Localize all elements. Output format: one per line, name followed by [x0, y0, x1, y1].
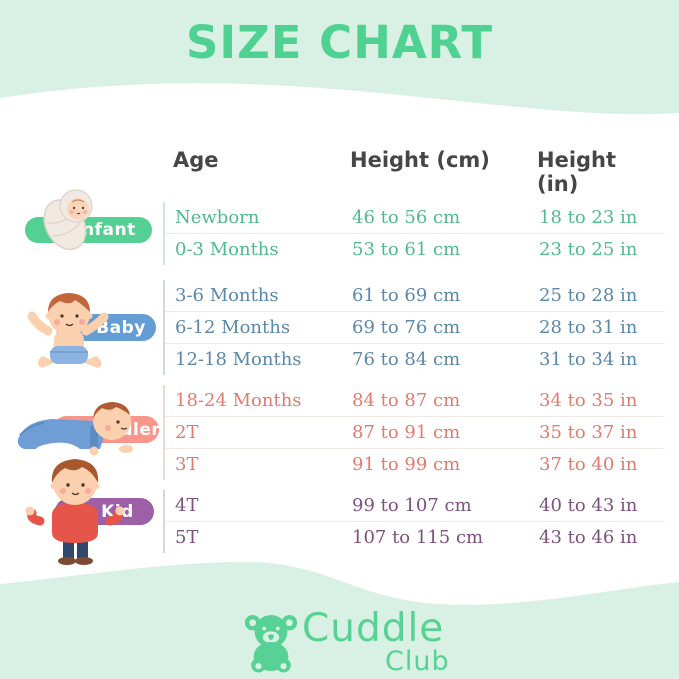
- age-cell: 4T: [175, 495, 199, 516]
- age-cell: Newborn: [175, 207, 260, 228]
- table-row: 0-3 Months 53 to 61 cm 23 to 25 in: [165, 233, 665, 265]
- height-cm-cell: 76 to 84 cm: [352, 349, 461, 370]
- pill-label: Baby: [96, 317, 146, 338]
- age-cell: 0-3 Months: [175, 239, 279, 260]
- table-row: 3-6 Months 61 to 69 cm 25 to 28 in: [165, 280, 665, 311]
- height-cm-cell: 84 to 87 cm: [352, 390, 461, 411]
- table-row: 6-12 Months 69 to 76 cm 28 to 31 in: [165, 311, 665, 343]
- header-age: Age: [173, 148, 219, 172]
- height-in-cell: 18 to 23 in: [539, 207, 638, 228]
- table-header-row: Age Height (cm) Height (in): [163, 148, 663, 196]
- table-row: 2T 87 to 91 cm 35 to 37 in: [165, 416, 665, 448]
- height-cm-cell: 61 to 69 cm: [352, 285, 461, 306]
- sitting-baby-illustration: [27, 293, 109, 368]
- brand-subname: Club: [385, 646, 450, 677]
- height-cm-cell: 107 to 115 cm: [352, 527, 484, 548]
- crawling-toddler-illustration: [17, 402, 133, 456]
- table-row: 5T 107 to 115 cm 43 to 46 in: [165, 521, 665, 553]
- height-in-cell: 35 to 37 in: [539, 422, 638, 443]
- table-row: 12-18 Months 76 to 84 cm 31 to 34 in: [165, 343, 665, 375]
- swaddled-infant-illustration: [43, 189, 93, 251]
- page-title: SIZE CHART: [185, 16, 494, 69]
- height-in-cell: 23 to 25 in: [539, 239, 638, 260]
- table-row: 3T 91 to 99 cm 37 to 40 in: [165, 448, 665, 480]
- standing-kid-illustration: [25, 459, 125, 565]
- height-cm-cell: 46 to 56 cm: [352, 207, 461, 228]
- age-cell: 5T: [175, 527, 199, 548]
- age-cell: 3-6 Months: [175, 285, 279, 306]
- height-in-cell: 28 to 31 in: [539, 317, 638, 338]
- group-baby-rows: 3-6 Months 61 to 69 cm 25 to 28 in 6-12 …: [163, 280, 665, 375]
- height-in-cell: 25 to 28 in: [539, 285, 638, 306]
- table-row: Newborn 46 to 56 cm 18 to 23 in: [165, 202, 665, 233]
- group-infant-rows: Newborn 46 to 56 cm 18 to 23 in 0-3 Mont…: [163, 202, 665, 265]
- table-row: 4T 99 to 107 cm 40 to 43 in: [165, 490, 665, 521]
- height-in-cell: 37 to 40 in: [539, 454, 638, 475]
- age-cell: 3T: [175, 454, 199, 475]
- height-in-cell: 43 to 46 in: [539, 527, 638, 548]
- height-cm-cell: 91 to 99 cm: [352, 454, 461, 475]
- table-row: 18-24 Months 84 to 87 cm 34 to 35 in: [165, 385, 665, 416]
- teddy-bear-icon: [244, 614, 298, 673]
- height-in-cell: 31 to 34 in: [539, 349, 638, 370]
- height-in-cell: 40 to 43 in: [539, 495, 638, 516]
- pill-label: Infant: [75, 220, 136, 240]
- group-kid-rows: 4T 99 to 107 cm 40 to 43 in 5T 107 to 11…: [163, 490, 665, 553]
- height-cm-cell: 99 to 107 cm: [352, 495, 472, 516]
- brand-logo: Cuddle Club: [240, 606, 470, 677]
- age-cell: 6-12 Months: [175, 317, 291, 338]
- height-cm-cell: 69 to 76 cm: [352, 317, 461, 338]
- header-height-in: Height (in): [537, 148, 617, 196]
- brand-name: Cuddle: [302, 606, 445, 651]
- age-cell: 12-18 Months: [175, 349, 302, 370]
- age-cell: 18-24 Months: [175, 390, 302, 411]
- height-cm-cell: 53 to 61 cm: [352, 239, 461, 260]
- header-height-cm: Height (cm): [350, 148, 490, 172]
- height-in-cell: 34 to 35 in: [539, 390, 638, 411]
- height-cm-cell: 87 to 91 cm: [352, 422, 461, 443]
- age-cell: 2T: [175, 422, 199, 443]
- group-toddler-rows: 18-24 Months 84 to 87 cm 34 to 35 in 2T …: [163, 385, 665, 480]
